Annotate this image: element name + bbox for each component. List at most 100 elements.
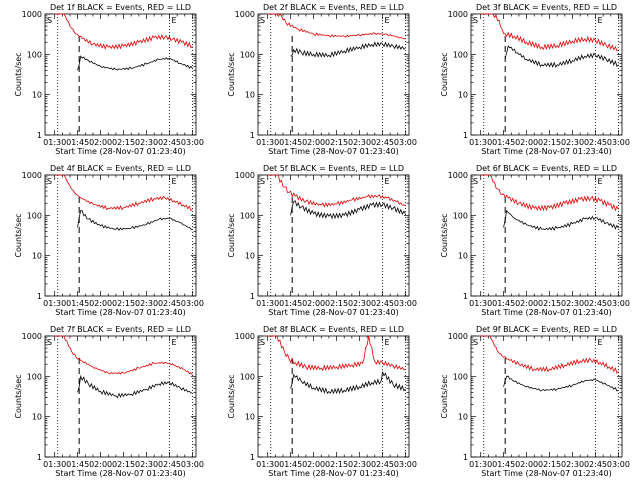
y-tick-label: 1000 <box>448 171 468 180</box>
x-tick-label: 01:45 <box>279 460 302 469</box>
x-axis-label: Start Time (28-Nov-07 01:23:40) <box>481 469 611 478</box>
series-line-lld <box>54 13 193 50</box>
x-tick-label: 01:30 <box>256 299 279 308</box>
x-tick-label: 01:30 <box>256 460 279 469</box>
x-tick-label: 02:15 <box>112 138 135 147</box>
series-line-lld <box>267 174 406 208</box>
x-tick-label: 03:00 <box>394 138 417 147</box>
x-axis-label: Start Time (28-Nov-07 01:23:40) <box>55 308 185 317</box>
plot-frame <box>470 335 623 458</box>
x-tick-label: 01:45 <box>66 460 89 469</box>
y-axis-label: Counts/sec <box>14 374 23 418</box>
plot-title: Det 6f BLACK = Events, RED = LLD <box>476 164 617 173</box>
x-tick-label: 03:00 <box>607 299 630 308</box>
y-tick-label: 100 <box>453 211 468 220</box>
x-tick-label: 02:30 <box>135 460 158 469</box>
x-tick-label: 02:30 <box>135 299 158 308</box>
start-marker: S <box>47 16 52 25</box>
x-tick-label: 02:15 <box>538 138 561 147</box>
y-tick-label: 1000 <box>22 10 42 19</box>
series-line-lld <box>480 13 619 52</box>
x-tick-label: 02:45 <box>158 460 181 469</box>
plot-frame <box>470 13 623 136</box>
x-tick-label: 01:30 <box>43 460 66 469</box>
x-tick-label: 02:45 <box>584 299 607 308</box>
series-line-events <box>290 200 406 220</box>
plot-panel: Det 2f BLACK = Events, RED = LLD 1 10 100 10… <box>227 3 417 156</box>
y-axis-label: Counts/sec <box>227 52 236 96</box>
x-tick-label: 02:30 <box>348 138 371 147</box>
series-line-lld <box>54 174 193 212</box>
series-line-lld <box>54 335 193 375</box>
y-tick-label: 1000 <box>22 332 42 341</box>
y-tick-label: 10 <box>245 252 255 261</box>
y-tick-label: 1 <box>37 131 42 140</box>
plot-title: Det 2f BLACK = Events, RED = LLD <box>263 3 404 12</box>
x-tick-label: 02:15 <box>325 299 348 308</box>
plot-frame <box>44 13 197 136</box>
plot-title: Det 5f BLACK = Events, RED = LLD <box>263 164 404 173</box>
y-axis-label: Counts/sec <box>440 52 449 96</box>
x-tick-label: 01:30 <box>469 460 492 469</box>
y-tick-label: 10 <box>32 413 42 422</box>
x-tick-label: 02:45 <box>371 138 394 147</box>
series-line-events <box>77 374 193 399</box>
plot-title: Det 9f BLACK = Events, RED = LLD <box>476 325 617 334</box>
start-marker: S <box>473 338 478 347</box>
end-marker: E <box>171 177 176 186</box>
x-tick-label: 02:00 <box>302 460 325 469</box>
start-marker: S <box>47 338 52 347</box>
x-tick-label: 02:15 <box>538 299 561 308</box>
y-axis-label: Counts/sec <box>227 374 236 418</box>
series-line-lld <box>480 335 619 374</box>
x-axis-label: Start Time (28-Nov-07 01:23:40) <box>268 147 398 156</box>
x-tick-label: 01:30 <box>256 138 279 147</box>
y-tick-label: 1000 <box>235 332 255 341</box>
y-tick-label: 1000 <box>235 10 255 19</box>
y-tick-label: 1000 <box>448 332 468 341</box>
end-marker: E <box>384 177 389 186</box>
y-tick-label: 100 <box>453 372 468 381</box>
x-axis-label: Start Time (28-Nov-07 01:23:40) <box>481 308 611 317</box>
y-axis-label: Counts/sec <box>227 213 236 257</box>
series-line-events <box>503 375 619 392</box>
x-tick-label: 01:45 <box>279 299 302 308</box>
plot-title: Det 4f BLACK = Events, RED = LLD <box>50 164 191 173</box>
x-tick-label: 02:30 <box>348 299 371 308</box>
x-tick-label: 02:30 <box>561 460 584 469</box>
series-line-events <box>77 210 193 232</box>
x-tick-label: 02:00 <box>515 460 538 469</box>
y-tick-label: 100 <box>453 50 468 59</box>
x-tick-label: 02:45 <box>371 460 394 469</box>
plot-panel: Det 1f BLACK = Events, RED = LLD 1 10 100 10… <box>14 3 204 156</box>
x-tick-label: 02:15 <box>112 460 135 469</box>
y-axis-label: Counts/sec <box>14 52 23 96</box>
x-tick-label: 02:45 <box>158 299 181 308</box>
end-marker: E <box>597 177 602 186</box>
y-tick-label: 10 <box>458 252 468 261</box>
y-tick-label: 10 <box>458 91 468 100</box>
y-axis-label: Counts/sec <box>14 213 23 257</box>
plot-title: Det 7f BLACK = Events, RED = LLD <box>50 325 191 334</box>
x-axis-label: Start Time (28-Nov-07 01:23:40) <box>55 469 185 478</box>
y-tick-label: 100 <box>240 50 255 59</box>
x-tick-label: 02:15 <box>325 138 348 147</box>
y-tick-label: 10 <box>32 91 42 100</box>
x-tick-label: 01:30 <box>43 299 66 308</box>
x-tick-label: 01:45 <box>492 299 515 308</box>
y-tick-label: 1000 <box>22 171 42 180</box>
y-tick-label: 1 <box>463 292 468 301</box>
x-tick-label: 01:45 <box>66 299 89 308</box>
plot-panel: Det 9f BLACK = Events, RED = LLD 1 10 100 10… <box>440 325 630 478</box>
x-tick-label: 02:15 <box>112 299 135 308</box>
start-marker: S <box>260 16 265 25</box>
x-tick-label: 02:00 <box>89 460 112 469</box>
end-marker: E <box>171 16 176 25</box>
plot-title: Det 8f BLACK = Events, RED = LLD <box>263 325 404 334</box>
plot-panel: Det 4f BLACK = Events, RED = LLD 1 10 100 10… <box>14 164 204 317</box>
y-tick-label: 1 <box>250 453 255 462</box>
plot-frame <box>44 174 197 297</box>
end-marker: E <box>384 16 389 25</box>
x-tick-label: 01:30 <box>469 138 492 147</box>
